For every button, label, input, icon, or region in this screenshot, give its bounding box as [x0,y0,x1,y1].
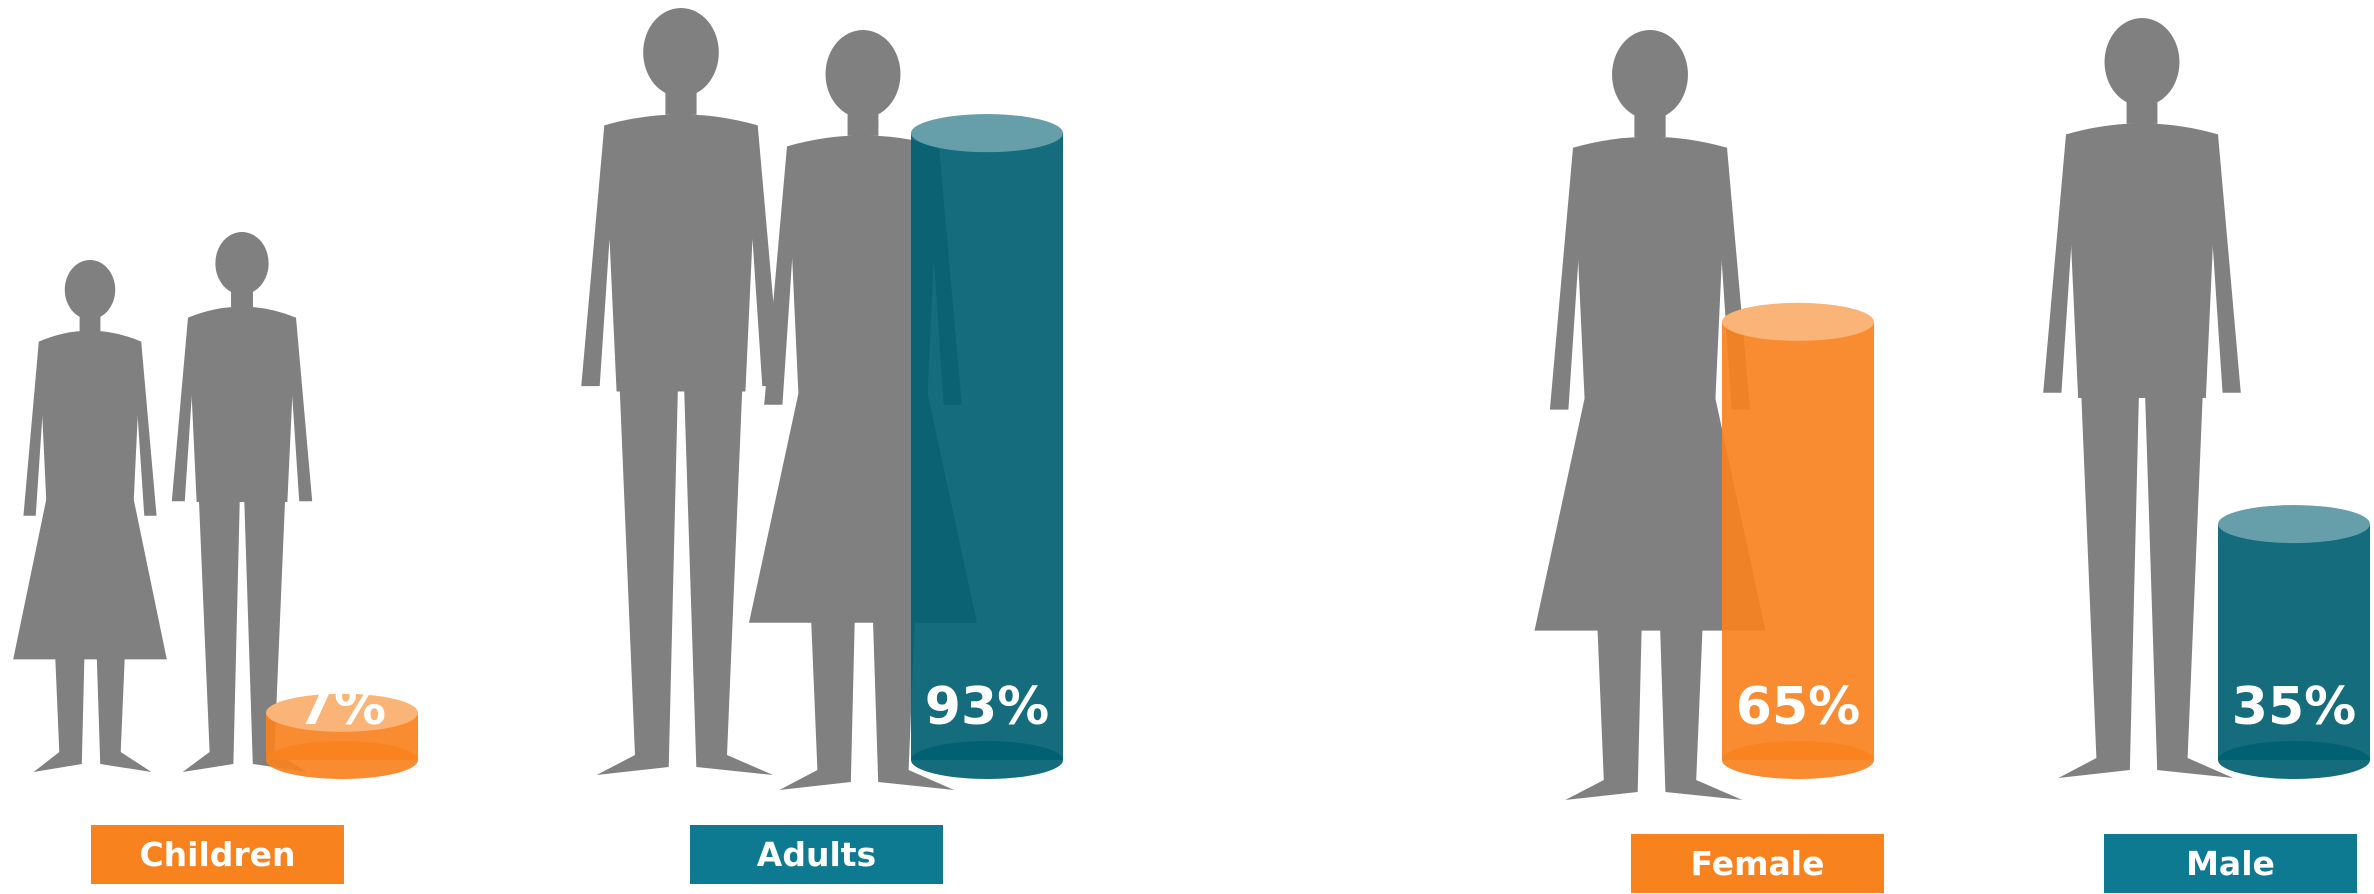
silhouette [171,232,313,772]
cylinder-top-shine [266,693,418,732]
leg [92,511,152,772]
cylinder-top [911,114,1063,153]
neck [665,88,697,115]
cylinder [911,133,1063,760]
leg [33,511,88,772]
category-label: Adults [757,835,876,874]
category-label: Female [1691,844,1825,883]
cylinder-top-shine [2218,505,2370,544]
arm [171,317,196,502]
category-box [1631,834,1884,893]
torso [2066,123,2218,398]
neck [2126,97,2158,124]
head [2104,18,2180,107]
arm [2207,134,2241,393]
leg [2058,393,2139,778]
silhouette [2043,18,2241,778]
arm [134,341,157,516]
leg [779,405,860,790]
category-box [91,825,344,884]
leg [1565,410,1647,800]
value-label: 93% [925,677,1049,737]
torso [188,306,296,502]
skirt [13,496,167,660]
category-label: Male [2186,844,2275,883]
arm [23,341,46,516]
value-label: 7% [298,677,386,737]
silhouette [1534,30,1766,800]
torso [787,135,939,410]
head [643,8,719,97]
arm [288,317,313,502]
neck [231,288,253,308]
leg [244,497,307,772]
category-box [690,825,943,884]
leg [866,405,955,790]
head [64,260,116,320]
arm [764,146,798,405]
leg [182,497,240,772]
cylinder-top [2218,505,2370,544]
leg [684,386,774,775]
cylinder-top [266,693,418,732]
torso [1573,136,1727,416]
cylinder [2218,524,2370,760]
head [1612,30,1688,120]
category-box [2104,834,2357,893]
cylinder-top [1722,302,1874,341]
leg [2145,393,2234,778]
torso [38,330,142,516]
silhouette [581,8,781,775]
neck [847,109,879,136]
head [215,232,269,295]
arm [581,125,616,387]
neck [1634,110,1666,138]
cylinder-top-shine [1722,302,1874,341]
arm [2043,134,2077,393]
cylinder-top-shine [911,114,1063,153]
leg [1653,410,1743,800]
value-label: 35% [2232,677,2356,737]
arm [1549,147,1584,410]
cylinder [1722,321,1874,760]
value-label: 65% [1736,677,1860,737]
silhouette [13,260,167,772]
head [825,30,901,119]
torso [604,114,758,392]
category-label: Children [139,835,295,874]
leg [596,386,678,775]
neck [79,313,101,332]
